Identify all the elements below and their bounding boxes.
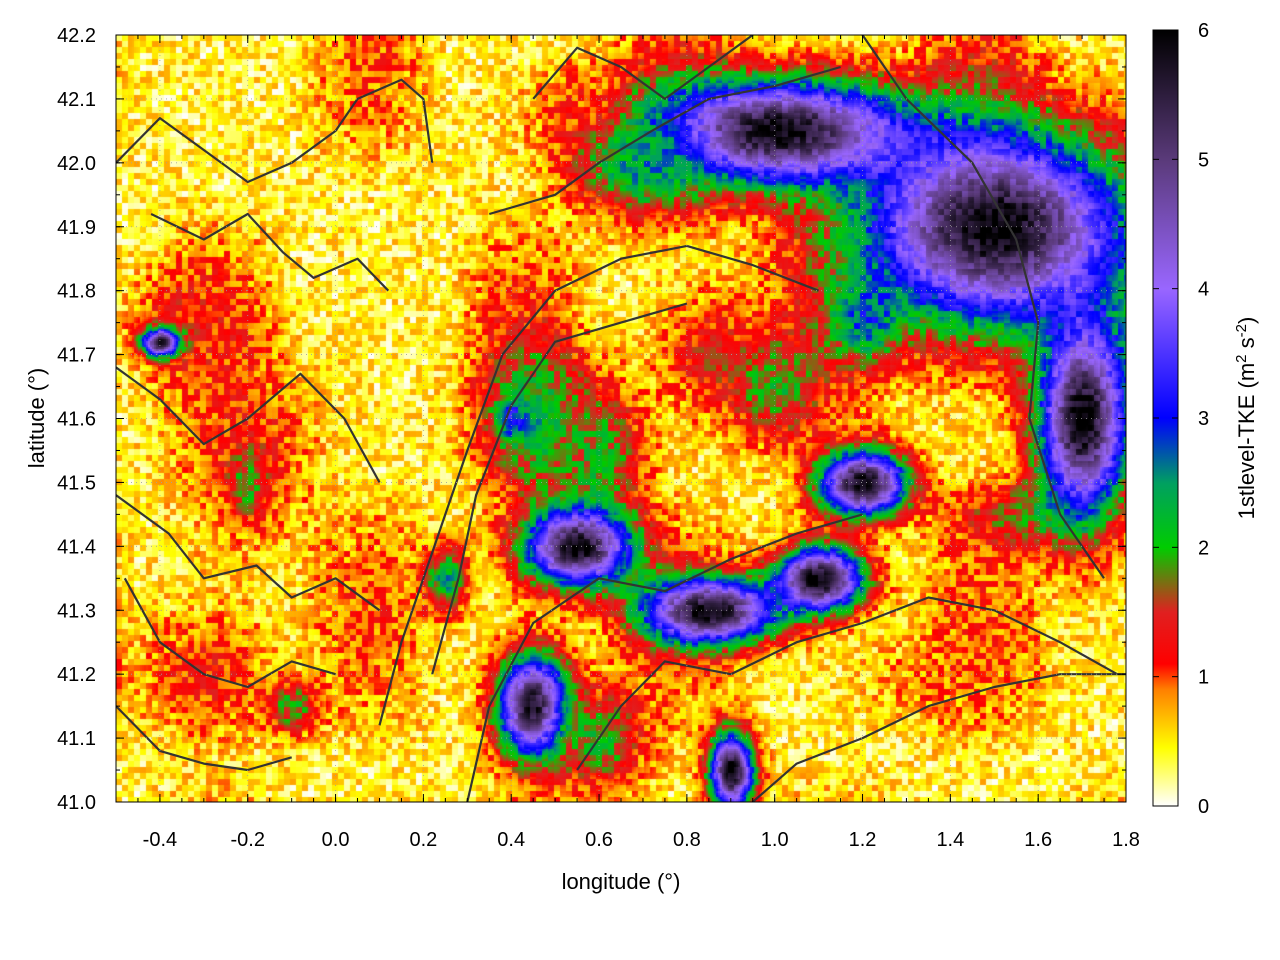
contour-line: [576, 596, 1118, 771]
colorbar-tick-label: 0: [1198, 796, 1209, 818]
colorbar-tick-label: 4: [1198, 279, 1209, 301]
y-tick-label: 41.0: [57, 792, 96, 814]
contour-line: [751, 673, 1126, 802]
y-tick-label: 42.1: [57, 89, 96, 111]
x-tick-label: 1.6: [1024, 829, 1052, 851]
x-axis-ticks: -0.4 -0.2 0.0 0.2 0.4 0.6 0.8 1.0 1.2 1.4 1.6 1.8: [115, 35, 1140, 851]
y-tick-label: 41.2: [57, 664, 96, 686]
y-tick-label: 41.4: [57, 536, 96, 558]
x-tick-label: 0.0: [322, 829, 350, 851]
y-axis-ticks: 41.0 41.1 41.2 41.3 41.4 41.5 41.6 41.7 41.8 41.9…: [57, 25, 1126, 814]
y-tick-label: 41.1: [57, 728, 96, 750]
y-tick-label: 41.6: [57, 409, 96, 431]
x-tick-label: 0.6: [585, 829, 613, 851]
contour-line: [116, 366, 381, 483]
x-tick-label: 1.8: [1112, 829, 1140, 851]
colorbar-tick-label: 6: [1198, 20, 1209, 42]
contour-line: [466, 513, 863, 802]
y-tick-label: 41.8: [57, 281, 96, 303]
x-tick-label: 0.4: [497, 829, 525, 851]
colorbar-tick-label: 2: [1198, 537, 1209, 559]
contour-line: [116, 705, 293, 772]
y-tick-label: 41.7: [57, 345, 96, 367]
contour-line: [861, 35, 1105, 579]
x-tick-label: 1.0: [761, 829, 789, 851]
y-axis-label: latitude (°): [24, 368, 49, 469]
colorbar-label: 1stlevel-TKE (m2 s-2): [1233, 317, 1259, 520]
y-tick-label: 41.3: [57, 600, 96, 622]
y-tick-label: 41.9: [57, 217, 96, 239]
y-tick-label: 42.0: [57, 153, 96, 175]
contour-line: [378, 244, 819, 726]
colorbar-tick-label: 1: [1198, 667, 1209, 689]
x-tick-label: 0.2: [409, 829, 437, 851]
contour-line: [116, 494, 381, 612]
x-tick-label: 1.2: [849, 829, 877, 851]
x-tick-label: -0.2: [231, 829, 265, 851]
contour-line: [488, 65, 841, 216]
colorbar-tick-label: 3: [1198, 408, 1209, 430]
contour-line: [123, 577, 336, 689]
contour-line: [150, 212, 390, 292]
y-tick-label: 42.2: [57, 25, 96, 47]
x-tick-label: 1.4: [936, 829, 964, 851]
x-tick-label: -0.4: [143, 829, 177, 851]
x-tick-label: 0.8: [673, 829, 701, 851]
contour-line: [532, 35, 754, 100]
colorbar-tick-label: 5: [1198, 149, 1209, 171]
y-tick-label: 41.5: [57, 472, 96, 494]
x-axis-label: longitude (°): [562, 869, 681, 894]
contour-line: [116, 78, 434, 184]
colorbar-ticks: 0 1 2 3 4 5 6: [1153, 20, 1209, 818]
